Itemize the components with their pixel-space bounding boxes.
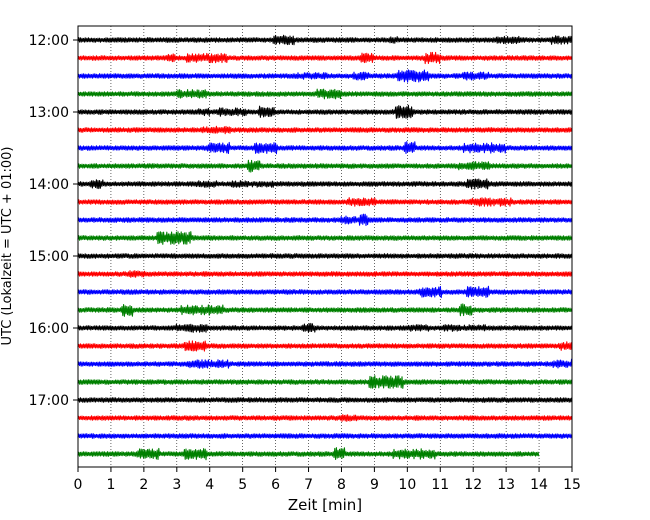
seismic-trace — [77, 303, 573, 317]
seismic-trace — [77, 253, 573, 259]
seismic-trace — [77, 231, 573, 245]
y-tick-label: 16:00 — [29, 321, 69, 337]
x-tick-label: 10 — [398, 477, 416, 493]
plot-frame — [77, 25, 573, 468]
x-tick-label: 4 — [205, 477, 214, 493]
seismic-trace — [77, 141, 573, 155]
seismic-trace — [77, 433, 573, 439]
seismic-trace — [77, 213, 573, 227]
x-tick-label: 2 — [139, 477, 148, 493]
seismic-trace — [77, 358, 573, 369]
seismic-trace — [77, 197, 573, 207]
x-axis-ticks: 0 1 2 3 4 5 6 7 8 9 10 11 12 13 14 15 — [74, 467, 581, 493]
y-tick-label: 15:00 — [29, 249, 69, 265]
y-tick-label: 12:00 — [29, 33, 69, 49]
x-tick-label: 13 — [497, 477, 515, 493]
seismic-trace — [77, 159, 573, 173]
seismic-trace — [77, 51, 573, 65]
x-tick-label: 8 — [337, 477, 346, 493]
x-tick-label: 0 — [74, 477, 83, 493]
x-tick-label: 9 — [370, 477, 379, 493]
seismic-trace — [77, 104, 573, 119]
x-tick-label: 7 — [304, 477, 313, 493]
seismic-trace — [77, 125, 573, 135]
seismic-trace — [77, 178, 573, 190]
seismic-trace — [77, 69, 573, 83]
seismic-trace — [77, 270, 573, 278]
x-tick-label: 15 — [563, 477, 581, 493]
seismic-trace — [77, 340, 573, 352]
plot-background — [78, 26, 572, 467]
y-tick-label: 14:00 — [29, 177, 69, 193]
y-axis-ticks: 12:00 13:00 14:00 15:00 16:00 17:00 — [29, 33, 78, 409]
seismic-trace — [77, 447, 540, 461]
x-tick-label: 1 — [106, 477, 115, 493]
seismic-trace — [77, 322, 573, 333]
x-tick-label: 14 — [530, 477, 548, 493]
x-tick-label: 5 — [238, 477, 247, 493]
y-tick-label: 13:00 — [29, 105, 69, 121]
seismic-trace — [77, 34, 573, 46]
seismic-trace — [77, 285, 573, 299]
seismic-trace — [77, 375, 573, 389]
seismic-trace — [77, 397, 573, 403]
x-tick-label: 6 — [271, 477, 280, 493]
y-axis-label: UTC (Lokalzeit = UTC + 01:00) — [0, 147, 15, 346]
traces — [77, 34, 573, 461]
x-axis-label: Zeit [min] — [288, 496, 362, 514]
y-tick-label: 17:00 — [29, 393, 69, 409]
x-tick-label: 12 — [464, 477, 482, 493]
seismic-trace — [77, 414, 573, 422]
seismic-trace — [77, 88, 573, 100]
x-tick-label: 11 — [431, 477, 449, 493]
x-tick-label: 3 — [172, 477, 181, 493]
